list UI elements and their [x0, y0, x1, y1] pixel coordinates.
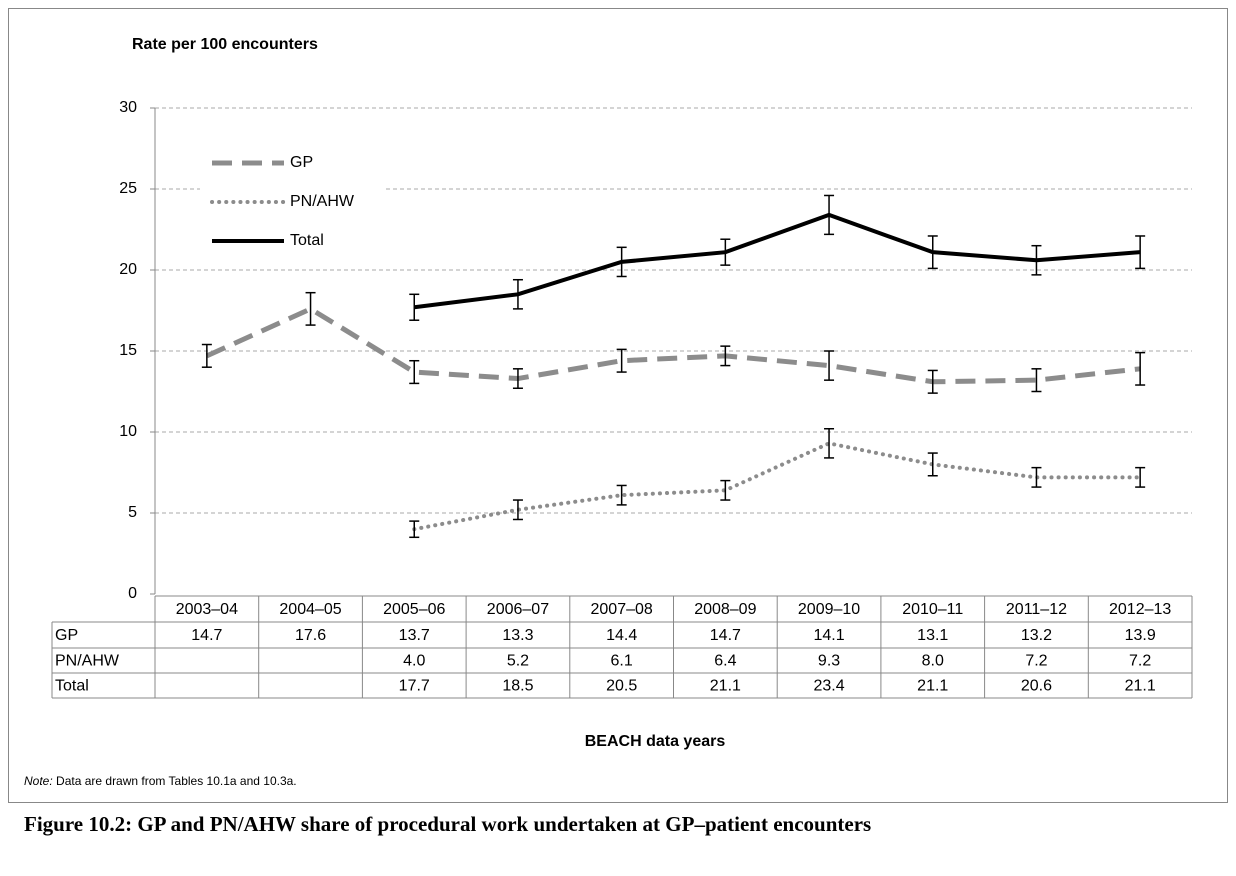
table-cell: 5.2	[507, 653, 529, 670]
error-bar	[616, 246, 627, 278]
error-bar	[512, 278, 523, 310]
y-tick-label: 25	[119, 180, 137, 197]
legend-label: Total	[290, 232, 324, 249]
error-bar	[1031, 368, 1042, 393]
y-tick-label: 20	[119, 261, 137, 278]
y-tick-label: 15	[119, 342, 137, 359]
table-cell: 13.1	[917, 627, 948, 644]
table-cell: 14.4	[606, 627, 637, 644]
error-bar	[1135, 466, 1146, 488]
error-bar	[927, 235, 938, 270]
table-cell: 13.2	[1021, 627, 1052, 644]
table-cell: 13.9	[1125, 627, 1156, 644]
x-tick-label: 2011–12	[1006, 601, 1067, 618]
table-cell: 17.7	[399, 678, 430, 695]
error-bar	[927, 452, 938, 477]
x-axis-label: BEACH data years	[585, 733, 726, 750]
x-tick-label: 2003–04	[176, 601, 238, 618]
error-bar	[824, 350, 835, 381]
error-bar	[1135, 235, 1146, 270]
error-bar	[512, 368, 523, 390]
error-bar	[1031, 244, 1042, 276]
table-cell: 21.1	[710, 678, 741, 695]
table-cell: 18.5	[502, 678, 533, 695]
x-tick-label: 2006–07	[487, 601, 549, 618]
error-bar	[720, 345, 731, 367]
table-cell: 9.3	[818, 653, 840, 670]
table-cell: 6.4	[714, 653, 736, 670]
y-tick-label: 10	[119, 423, 137, 440]
table-cell: 14.1	[813, 627, 844, 644]
table-cell: 6.1	[611, 653, 633, 670]
x-tick-label: 2004–05	[279, 601, 341, 618]
y-tick-label: 0	[128, 585, 137, 602]
x-tick-label: 2008–09	[694, 601, 756, 618]
y-axis-label: Rate per 100 encounters	[132, 36, 318, 53]
error-bar	[824, 194, 835, 236]
error-bar	[1135, 351, 1146, 386]
x-tick-label: 2005–06	[383, 601, 445, 618]
note-label: Note:	[24, 774, 53, 788]
error-bar	[409, 520, 420, 539]
table-cell: 20.5	[606, 678, 637, 695]
table-cell: 13.7	[399, 627, 430, 644]
error-bar	[824, 428, 835, 459]
error-bar	[409, 359, 420, 385]
note: Note: Data are drawn from Tables 10.1a a…	[24, 774, 297, 788]
error-bar	[201, 343, 212, 368]
table-cell: 14.7	[710, 627, 741, 644]
table-cell: 4.0	[403, 653, 425, 670]
legend-label: GP	[290, 154, 313, 171]
note-text: Data are drawn from Tables 10.1a and 10.…	[56, 774, 297, 788]
frame	[8, 8, 1228, 803]
error-bar	[720, 238, 731, 266]
error-bar	[305, 291, 316, 326]
table-cell: 21.1	[917, 678, 948, 695]
series-line	[412, 441, 1143, 532]
x-tick-label: 2009–10	[798, 601, 860, 618]
y-tick-label: 5	[128, 504, 137, 521]
table-cell: 13.3	[502, 627, 533, 644]
table-cell: 7.2	[1025, 653, 1047, 670]
error-bar	[616, 484, 627, 506]
error-bar	[927, 369, 938, 394]
table-cell: 7.2	[1129, 653, 1151, 670]
error-bar	[409, 293, 420, 321]
table-cell: 8.0	[922, 653, 944, 670]
x-tick-label: 2012–13	[1109, 601, 1171, 618]
error-bar	[1031, 466, 1042, 488]
table-row-label: PN/AHW	[55, 653, 120, 670]
table-cell: 23.4	[813, 678, 844, 695]
table-row-label: GP	[55, 627, 78, 644]
table-cell: 17.6	[295, 627, 326, 644]
table-cell: 14.7	[191, 627, 222, 644]
table-cell: 20.6	[1021, 678, 1052, 695]
table-cell: 21.1	[1125, 678, 1156, 695]
series-line	[414, 212, 1141, 310]
error-bar	[720, 479, 731, 501]
chart-title: Figure 10.2: GP and PN/AHW share of proc…	[24, 812, 871, 836]
error-bar	[616, 348, 627, 373]
x-tick-label: 2007–08	[591, 601, 653, 618]
legend-label: PN/AHW	[290, 193, 355, 210]
error-bar	[512, 499, 523, 521]
x-tick-label: 2010–11	[902, 601, 963, 618]
table-row-label: Total	[55, 678, 89, 695]
y-tick-label: 30	[119, 99, 137, 116]
series-line	[205, 306, 1141, 385]
